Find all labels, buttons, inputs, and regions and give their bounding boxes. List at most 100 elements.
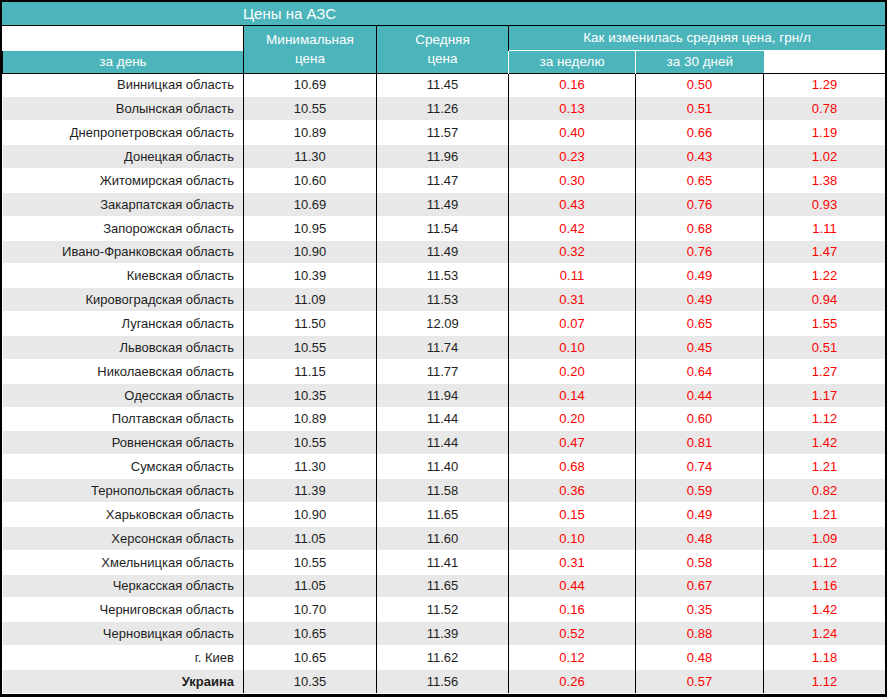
region-cell: Черновицкая область — [3, 622, 244, 646]
day-change-cell: 0.43 — [509, 192, 636, 216]
region-cell: Львовская область — [3, 335, 244, 359]
avg-price-cell: 11.96 — [377, 145, 509, 169]
region-cell: Хмельницкая область — [3, 550, 244, 574]
table-row: Винницкая область10.6911.450.160.501.29 — [3, 73, 886, 97]
table-header: Минимальная цена Средняя цена Как измени… — [3, 26, 886, 73]
avg-price-cell: 11.49 — [377, 240, 509, 264]
region-cell: Одесская область — [3, 383, 244, 407]
month-change-cell: 0.51 — [764, 335, 886, 359]
month-change-cell: 1.16 — [764, 574, 886, 598]
min-price-cell: 10.55 — [244, 335, 377, 359]
month-change-cell: 1.21 — [764, 502, 886, 526]
min-price-cell: 10.35 — [244, 669, 377, 693]
avg-price-cell: 11.56 — [377, 669, 509, 693]
week-change-cell: 0.76 — [636, 240, 764, 264]
month-change-cell: 1.42 — [764, 431, 886, 455]
day-change-cell: 0.40 — [509, 121, 636, 145]
week-change-cell: 0.48 — [636, 646, 764, 670]
month-change-cell: 1.02 — [764, 145, 886, 169]
day-change-cell: 0.10 — [509, 335, 636, 359]
day-change-cell: 0.15 — [509, 502, 636, 526]
min-price-cell: 10.35 — [244, 383, 377, 407]
month-change-cell: 1.17 — [764, 383, 886, 407]
week-change-cell: 0.60 — [636, 407, 764, 431]
month-change-cell: 1.19 — [764, 121, 886, 145]
region-cell: Закарпатская область — [3, 192, 244, 216]
day-change-cell: 0.44 — [509, 574, 636, 598]
day-change-cell: 0.12 — [509, 646, 636, 670]
min-price-cell: 10.90 — [244, 240, 377, 264]
month-change-cell: 0.93 — [764, 192, 886, 216]
week-change-cell: 0.65 — [636, 312, 764, 336]
day-change-cell: 0.68 — [509, 455, 636, 479]
month-change-cell: 1.29 — [764, 73, 886, 97]
month-change-cell: 1.12 — [764, 550, 886, 574]
table-row: Черниговская область10.7011.520.160.351.… — [3, 598, 886, 622]
min-price-cell: 10.69 — [244, 73, 377, 97]
day-change-cell: 0.31 — [509, 550, 636, 574]
min-price-cell: 11.50 — [244, 312, 377, 336]
table-body: Винницкая область10.6911.450.160.501.29В… — [3, 73, 886, 693]
month-change-cell: 1.12 — [764, 407, 886, 431]
avg-price-cell: 11.74 — [377, 335, 509, 359]
day-change-cell: 0.32 — [509, 240, 636, 264]
min-price-header-line2: цена — [244, 49, 376, 69]
month-change-cell: 1.21 — [764, 455, 886, 479]
avg-price-cell: 11.44 — [377, 407, 509, 431]
min-price-cell: 11.05 — [244, 526, 377, 550]
table-row: Ровненская область10.5511.440.470.811.42 — [3, 431, 886, 455]
avg-price-header-line1: Средняя — [377, 30, 508, 50]
region-cell: Тернопольская область — [3, 479, 244, 503]
region-cell: Волынская область — [3, 97, 244, 121]
region-cell: Ровненская область — [3, 431, 244, 455]
table-row: Донецкая область11.3011.960.230.431.02 — [3, 145, 886, 169]
day-change-cell: 0.11 — [509, 264, 636, 288]
week-change-cell: 0.49 — [636, 264, 764, 288]
day-change-cell: 0.23 — [509, 145, 636, 169]
avg-price-cell: 11.94 — [377, 383, 509, 407]
avg-price-cell: 11.44 — [377, 431, 509, 455]
week-change-cell: 0.50 — [636, 73, 764, 97]
min-price-cell: 10.55 — [244, 550, 377, 574]
week-change-cell: 0.65 — [636, 168, 764, 192]
day-change-cell: 0.16 — [509, 598, 636, 622]
column-header-min-price: Минимальная цена — [244, 26, 377, 73]
avg-price-cell: 11.53 — [377, 288, 509, 312]
region-cell: Черниговская область — [3, 598, 244, 622]
min-price-cell: 11.30 — [244, 455, 377, 479]
region-cell: Ивано-Франковская область — [3, 240, 244, 264]
min-price-cell: 11.39 — [244, 479, 377, 503]
table-row: Днепропетровская область10.8911.570.400.… — [3, 121, 886, 145]
week-change-cell: 0.76 — [636, 192, 764, 216]
table-row: Николаевская область11.1511.770.200.641.… — [3, 359, 886, 383]
region-cell: Днепропетровская область — [3, 121, 244, 145]
min-price-cell: 10.65 — [244, 646, 377, 670]
min-price-cell: 10.70 — [244, 598, 377, 622]
fuel-price-table: Цены на АЗС Минимальная цена Средняя цен… — [0, 0, 887, 697]
table-row: Херсонская область11.0511.600.100.481.09 — [3, 526, 886, 550]
avg-price-cell: 11.65 — [377, 502, 509, 526]
avg-price-cell: 11.49 — [377, 192, 509, 216]
table-row: Черновицкая область10.6511.390.520.881.2… — [3, 622, 886, 646]
month-change-cell: 1.27 — [764, 359, 886, 383]
day-change-cell: 0.26 — [509, 669, 636, 693]
avg-price-cell: 11.65 — [377, 574, 509, 598]
week-change-cell: 0.35 — [636, 598, 764, 622]
min-price-cell: 11.15 — [244, 359, 377, 383]
min-price-cell: 10.55 — [244, 431, 377, 455]
month-change-cell: 0.82 — [764, 479, 886, 503]
week-change-cell: 0.57 — [636, 669, 764, 693]
column-header-avg-price: Средняя цена — [377, 26, 509, 73]
month-change-cell: 1.22 — [764, 264, 886, 288]
table-row: Черкасская область11.0511.650.440.671.16 — [3, 574, 886, 598]
region-cell: Луганская область — [3, 312, 244, 336]
week-change-cell: 0.67 — [636, 574, 764, 598]
avg-price-cell: 11.54 — [377, 216, 509, 240]
min-price-cell: 11.30 — [244, 145, 377, 169]
table-row: г. Киев10.6511.620.120.481.18 — [3, 646, 886, 670]
region-cell: Украина — [3, 669, 244, 693]
avg-price-cell: 11.60 — [377, 526, 509, 550]
week-change-cell: 0.88 — [636, 622, 764, 646]
day-change-cell: 0.07 — [509, 312, 636, 336]
week-change-cell: 0.64 — [636, 359, 764, 383]
